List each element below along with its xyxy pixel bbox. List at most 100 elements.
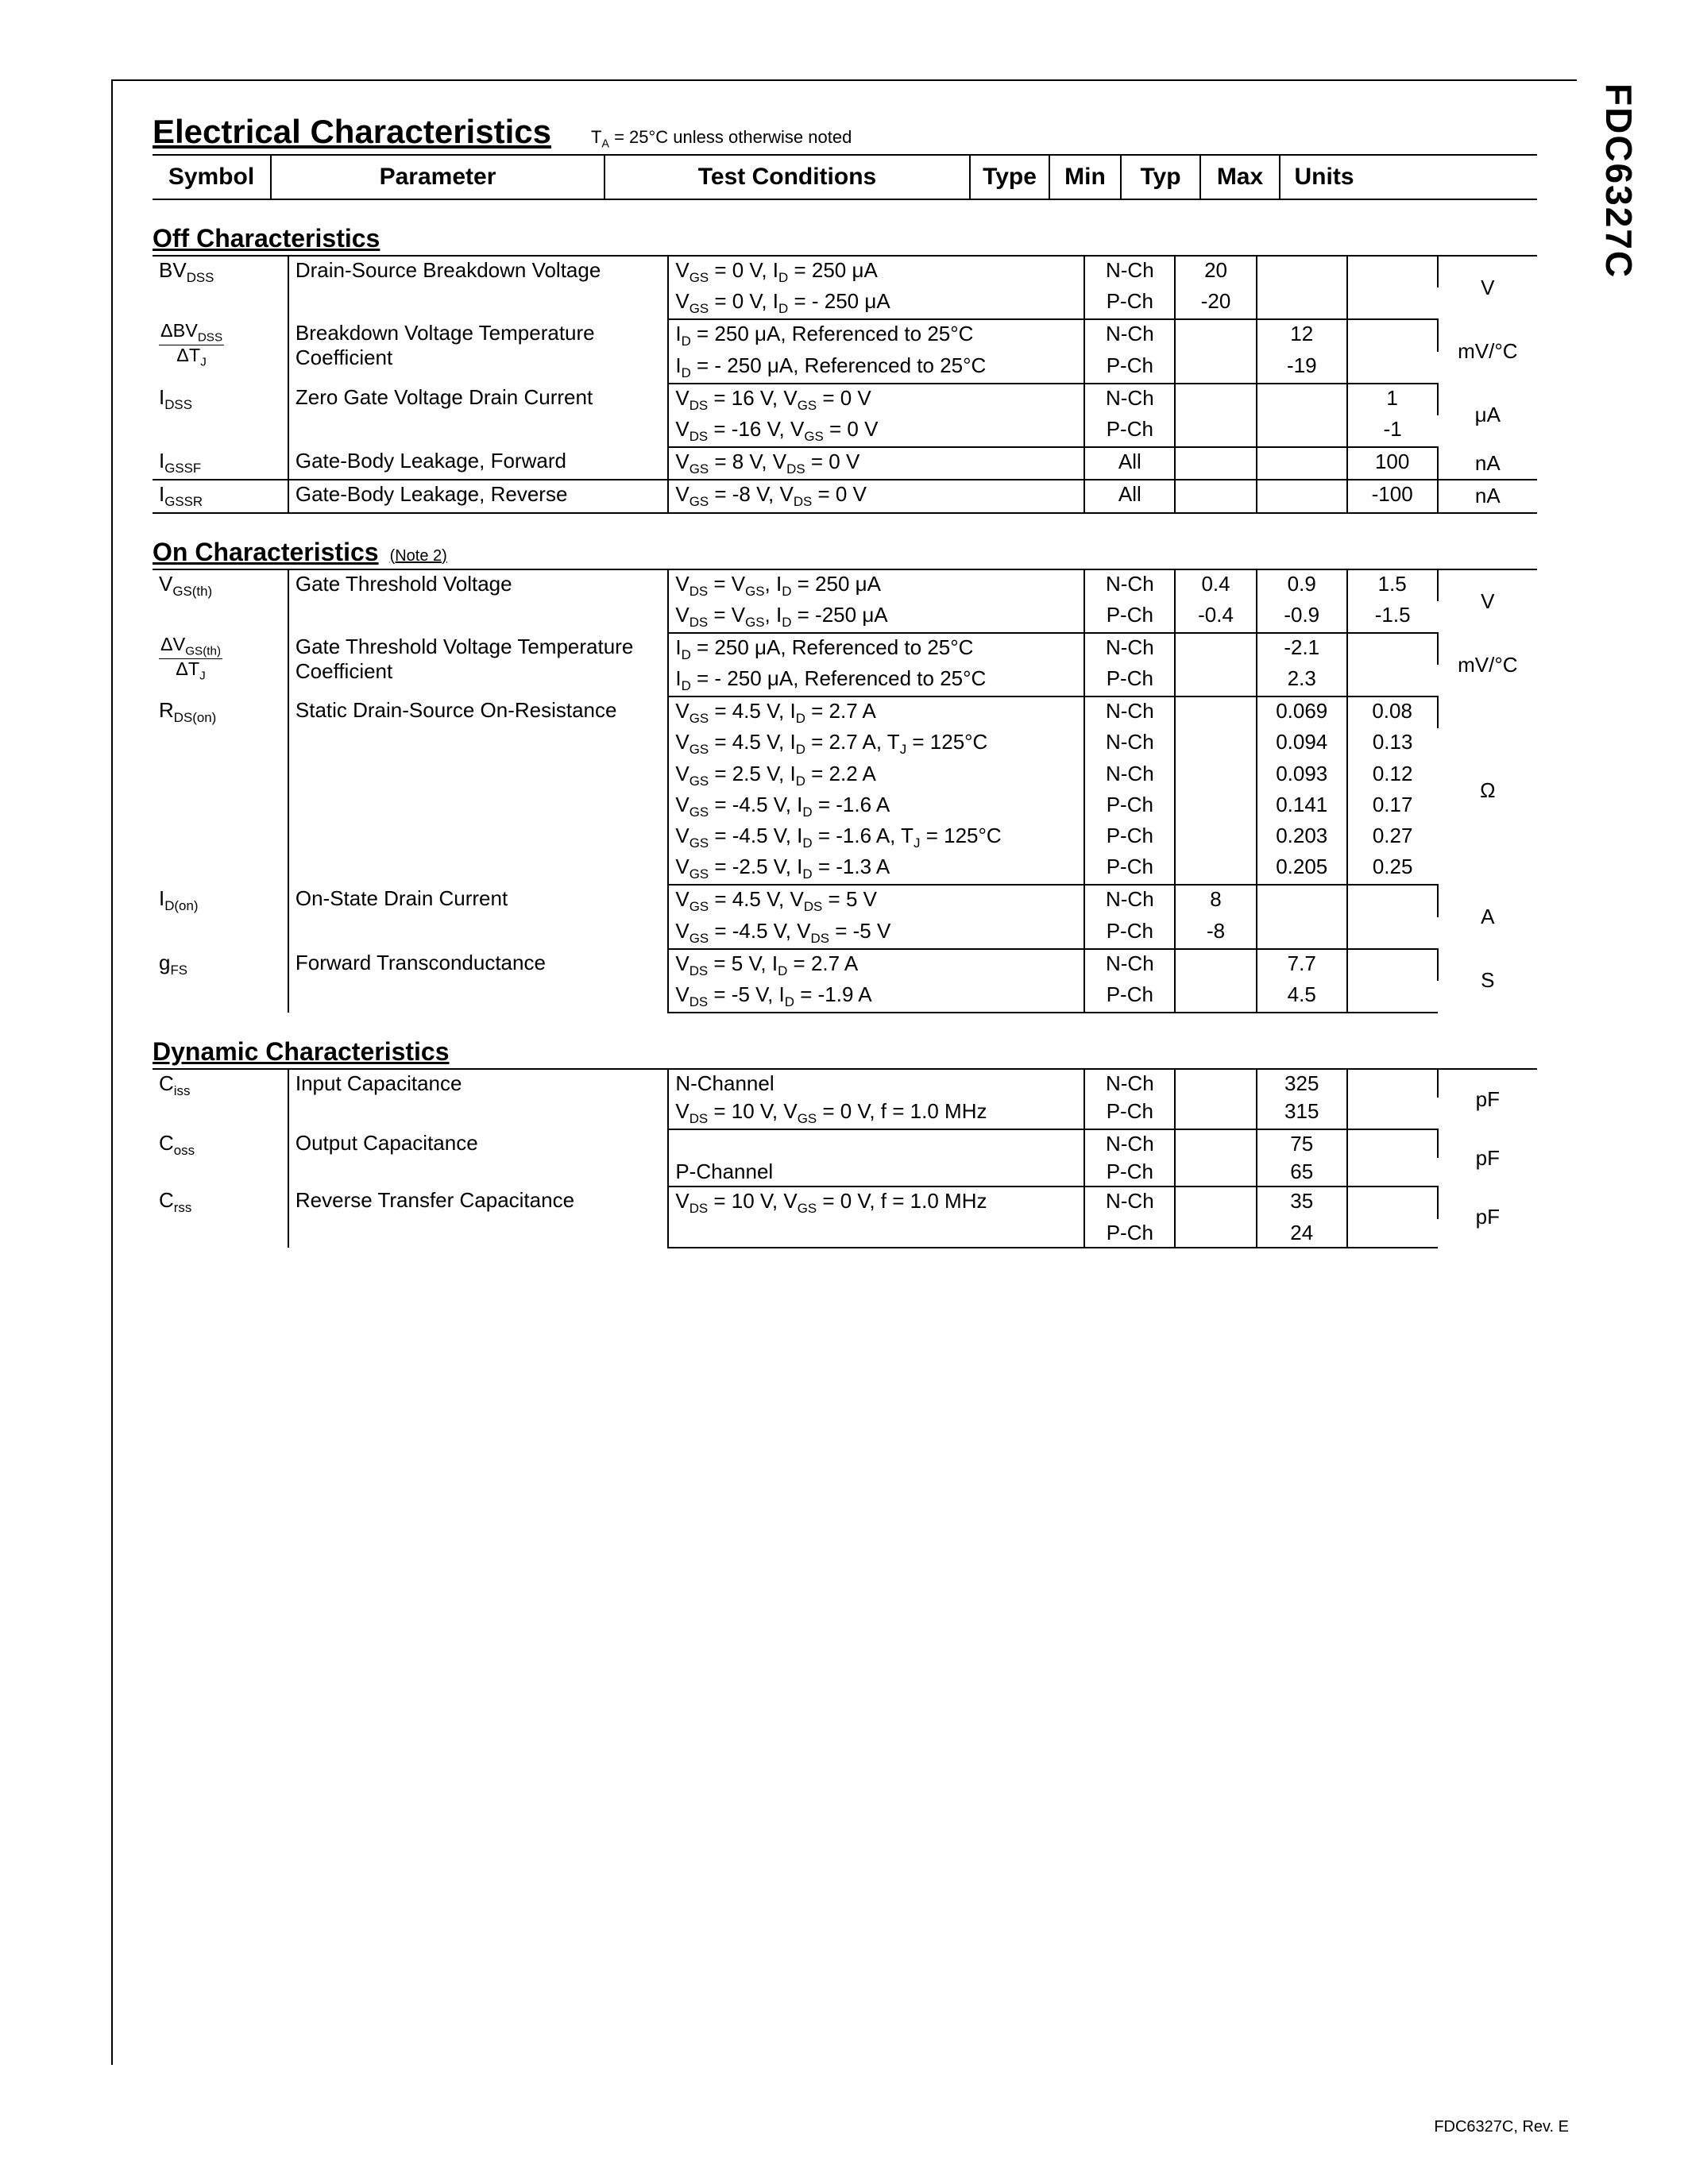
cell-conditions: ID = - 250 μA, Referenced to 25°C [668,352,1084,384]
table-row: IGSSRGate-Body Leakage, ReverseVGS = -8 … [153,480,1537,512]
cell-min [1175,1158,1257,1187]
cell-conditions [668,1129,1084,1158]
cell-max: -100 [1347,480,1438,512]
col-max: Max [1201,156,1280,199]
table-row: IDSSZero Gate Voltage Drain CurrentVDS =… [153,384,1537,415]
col-units: Units [1280,156,1368,199]
cell-conditions: VGS = -4.5 V, ID = -1.6 A, TJ = 125°C [668,822,1084,853]
cell-max [1347,885,1438,916]
cell-typ: -19 [1257,352,1347,384]
cell-type: N-Ch [1084,319,1175,351]
table-row: CissInput CapacitanceN-ChannelN-Ch325pF [153,1069,1537,1098]
cell-min [1175,1129,1257,1158]
sections-host: Off Characteristics BVDSSDrain-Source Bre… [153,224,1537,1248]
cell-units: V [1438,569,1537,633]
cell-symbol: Crss [153,1187,288,1247]
cell-units: nA [1438,447,1537,480]
cell-min [1175,1069,1257,1098]
cell-max: 0.27 [1347,822,1438,853]
cell-typ: 4.5 [1257,981,1347,1013]
cell-min [1175,415,1257,447]
table-row: CrssReverse Transfer CapacitanceVDS = 10… [153,1187,1537,1218]
cell-conditions: VGS = 4.5 V, VDS = 5 V [668,885,1084,916]
cell-min [1175,1219,1257,1248]
cell-symbol: IGSSR [153,480,288,512]
cell-typ: 0.094 [1257,728,1347,759]
cell-conditions: VGS = -2.5 V, ID = -1.3 A [668,853,1084,885]
cell-max [1347,917,1438,949]
cell-conditions: VDS = 5 V, ID = 2.7 A [668,949,1084,981]
cell-symbol: ID(on) [153,885,288,948]
cell-type: N-Ch [1084,696,1175,728]
cell-parameter: Gate Threshold Voltage Temperature Coeff… [288,633,668,696]
cell-conditions: VGS = -8 V, VDS = 0 V [668,480,1084,512]
cell-type: P-Ch [1084,287,1175,319]
cell-type: P-Ch [1084,822,1175,853]
cell-type: P-Ch [1084,415,1175,447]
cell-min [1175,696,1257,728]
table-row: RDS(on)Static Drain-Source On-Resistance… [153,696,1537,728]
cell-units: mV/°C [1438,633,1537,696]
cell-max: -1.5 [1347,601,1438,633]
cell-units: pF [1438,1129,1537,1187]
cell-symbol: ΔBVDSSΔTJ [153,319,288,383]
cell-conditions: VGS = 4.5 V, ID = 2.7 A, TJ = 125°C [668,728,1084,759]
cell-conditions: VGS = -4.5 V, VDS = -5 V [668,917,1084,949]
table-row: BVDSSDrain-Source Breakdown VoltageVGS =… [153,256,1537,287]
cell-typ [1257,415,1347,447]
cell-typ: 325 [1257,1069,1347,1098]
cell-max [1347,1098,1438,1129]
col-min: Min [1050,156,1122,199]
cell-type: N-Ch [1084,384,1175,415]
cell-symbol: RDS(on) [153,696,288,885]
cell-typ: 75 [1257,1129,1347,1158]
cell-conditions: VDS = 16 V, VGS = 0 V [668,384,1084,415]
cell-parameter: Output Capacitance [288,1129,668,1187]
cell-typ: 0.9 [1257,569,1347,601]
cell-type: P-Ch [1084,981,1175,1013]
cell-symbol: Coss [153,1129,288,1187]
cell-typ: 2.3 [1257,665,1347,696]
cell-typ: 12 [1257,319,1347,351]
cell-typ: 0.205 [1257,853,1347,885]
cell-min [1175,633,1257,665]
cell-parameter: On-State Drain Current [288,885,668,948]
cell-type: All [1084,480,1175,512]
cell-conditions: VDS = VGS, ID = 250 μA [668,569,1084,601]
cell-conditions [668,1219,1084,1248]
cell-typ: 24 [1257,1219,1347,1248]
page-title: Electrical Characteristics [153,113,551,151]
table-row: IGSSFGate-Body Leakage, ForwardVGS = 8 V… [153,447,1537,480]
title-row: Electrical Characteristics TA = 25°C unl… [153,113,1537,156]
cell-min [1175,384,1257,415]
cell-type: P-Ch [1084,665,1175,696]
cell-typ: 7.7 [1257,949,1347,981]
cell-parameter: Gate-Body Leakage, Reverse [288,480,668,512]
cell-typ [1257,287,1347,319]
cell-parameter: Drain-Source Breakdown Voltage [288,256,668,319]
cell-typ: 35 [1257,1187,1347,1218]
cell-symbol: VGS(th) [153,569,288,633]
column-header-row: Symbol Parameter Test Conditions Type Mi… [153,156,1537,200]
cell-max [1347,1158,1438,1187]
cell-max [1347,981,1438,1013]
cell-min: -8 [1175,917,1257,949]
cell-type: N-Ch [1084,633,1175,665]
cell-min [1175,352,1257,384]
cell-units: mV/°C [1438,319,1537,383]
cell-conditions: N-Channel [668,1069,1084,1098]
cell-typ: 0.141 [1257,791,1347,822]
col-typ: Typ [1122,156,1201,199]
cell-symbol: Ciss [153,1069,288,1129]
cell-typ [1257,885,1347,916]
cell-max [1347,665,1438,696]
cell-type: N-Ch [1084,949,1175,981]
cell-min: 20 [1175,256,1257,287]
cell-parameter: Input Capacitance [288,1069,668,1129]
cell-type: P-Ch [1084,1158,1175,1187]
cell-type: N-Ch [1084,1069,1175,1098]
section-title-text: Off Characteristics [153,224,380,253]
cell-conditions: VGS = 0 V, ID = - 250 μA [668,287,1084,319]
cell-max: -1 [1347,415,1438,447]
cell-min [1175,853,1257,885]
